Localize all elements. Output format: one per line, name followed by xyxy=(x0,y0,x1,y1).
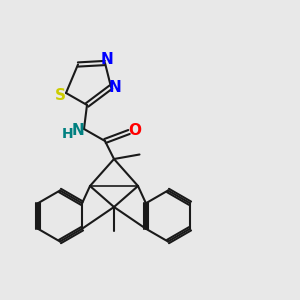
Text: O: O xyxy=(128,123,141,138)
Text: H: H xyxy=(62,127,73,140)
Text: N: N xyxy=(109,80,122,94)
Text: S: S xyxy=(55,88,66,103)
Text: N: N xyxy=(100,52,113,68)
Text: N: N xyxy=(72,123,84,138)
